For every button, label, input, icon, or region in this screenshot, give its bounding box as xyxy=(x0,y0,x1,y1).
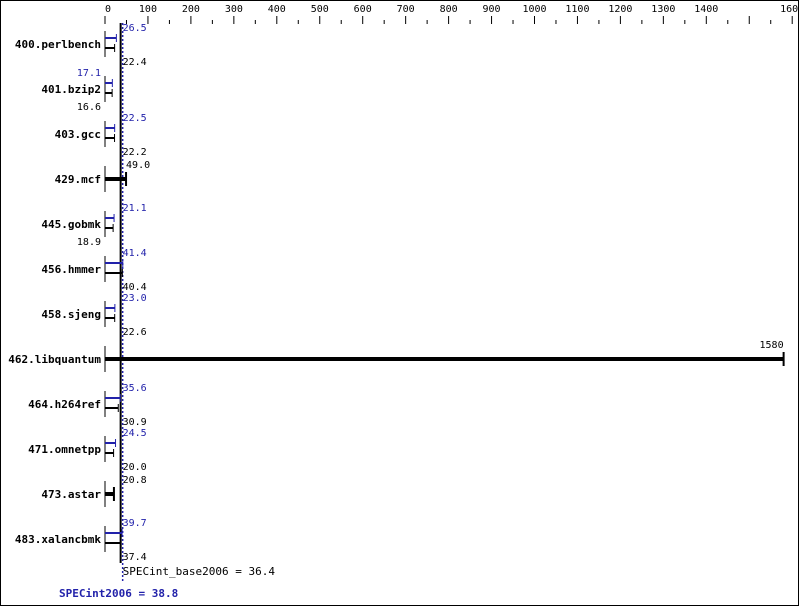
base-value-label: 22.4 xyxy=(123,57,147,68)
peak-mean-label: SPECint2006 = 38.8 xyxy=(59,587,178,600)
x-tick-label: 1600 xyxy=(780,4,798,15)
peak-value-label: 26.5 xyxy=(123,23,147,34)
x-tick-label: 900 xyxy=(483,4,501,15)
base-value-label: 22.6 xyxy=(123,327,147,338)
base-value-label: 49.0 xyxy=(126,160,150,171)
peak-value-label: 39.7 xyxy=(123,518,147,529)
x-tick-label: 1200 xyxy=(608,4,632,15)
category-label: 471.omnetpp xyxy=(28,443,101,456)
category-label: 462.libquantum xyxy=(8,353,101,366)
x-tick-label: 800 xyxy=(440,4,458,15)
category-label: 429.mcf xyxy=(55,173,101,186)
category-label: 458.sjeng xyxy=(41,308,101,321)
category-label: 400.perlbench xyxy=(15,38,101,51)
base-mean-label: SPECint_base2006 = 36.4 xyxy=(123,565,276,578)
base-value-label: 20.0 xyxy=(123,462,147,473)
category-label: 483.xalancbmk xyxy=(15,533,101,546)
x-tick-label: 200 xyxy=(182,4,200,15)
x-tick-label: 1400 xyxy=(694,4,718,15)
x-tick-label: 1100 xyxy=(565,4,589,15)
x-tick-label: 300 xyxy=(225,4,243,15)
x-tick-label: 1000 xyxy=(522,4,546,15)
x-tick-label: 500 xyxy=(311,4,329,15)
x-tick-label: 400 xyxy=(268,4,286,15)
category-label: 473.astar xyxy=(41,488,101,501)
base-value-label: 37.4 xyxy=(123,552,147,563)
base-value-label: 40.4 xyxy=(123,282,147,293)
category-label: 464.h264ref xyxy=(28,398,101,411)
base-value-label: 22.2 xyxy=(123,147,147,158)
peak-value-label: 23.0 xyxy=(123,293,147,304)
x-tick-label: 1300 xyxy=(651,4,675,15)
peak-value-label: 41.4 xyxy=(123,248,147,259)
base-value-label: 16.6 xyxy=(77,102,101,113)
peak-value-label: 17.1 xyxy=(77,68,101,79)
x-tick-label: 600 xyxy=(354,4,372,15)
peak-value-label: 35.6 xyxy=(123,383,147,394)
category-label: 401.bzip2 xyxy=(41,83,101,96)
base-bar xyxy=(105,492,114,496)
base-value-label: 20.8 xyxy=(123,475,147,486)
x-tick-label: 0 xyxy=(105,4,111,15)
category-label: 403.gcc xyxy=(55,128,101,141)
x-tick-label: 100 xyxy=(139,4,157,15)
base-value-label: 30.9 xyxy=(123,417,147,428)
base-bar xyxy=(105,177,127,181)
peak-value-label: 21.1 xyxy=(123,203,147,214)
base-value-label: 1580 xyxy=(760,340,784,351)
peak-value-label: 22.5 xyxy=(123,113,147,124)
x-tick-label: 700 xyxy=(397,4,415,15)
peak-value-label: 24.5 xyxy=(123,428,147,439)
category-label: 456.hmmer xyxy=(41,263,101,276)
base-value-label: 18.9 xyxy=(77,237,101,248)
category-label: 445.gobmk xyxy=(41,218,101,231)
base-bar xyxy=(105,357,784,361)
